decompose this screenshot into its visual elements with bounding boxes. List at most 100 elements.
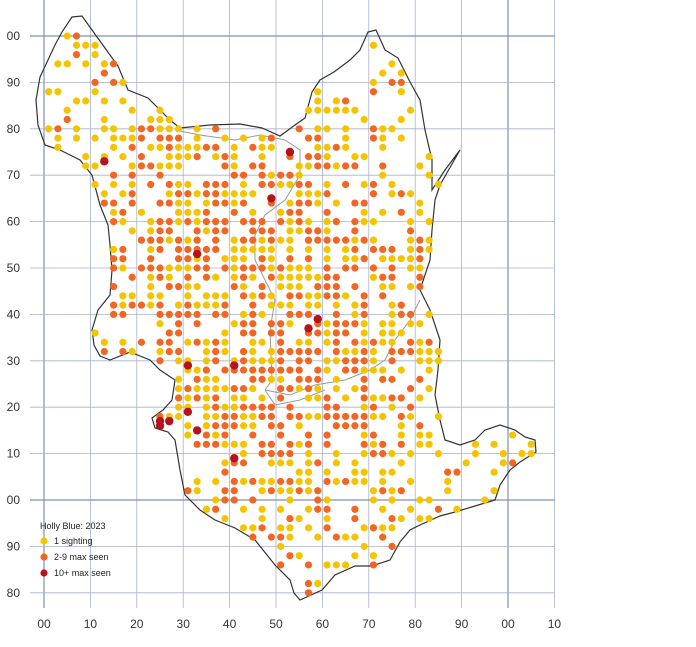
record-dot (202, 347, 210, 356)
record-dot-high (313, 314, 322, 324)
record-dot (267, 347, 275, 356)
record-dot (360, 422, 368, 430)
record-dot (286, 245, 294, 254)
record-dot (332, 162, 340, 170)
record-dot (212, 218, 220, 226)
record-dot (388, 468, 396, 476)
record-dot (202, 338, 210, 346)
record-dot (277, 329, 285, 337)
record-dot (332, 477, 340, 486)
record-dot (277, 477, 285, 486)
record-dot (249, 422, 257, 430)
record-dot (221, 403, 229, 411)
record-dot (332, 459, 340, 467)
legend-label-2: 2-9 max seen (54, 552, 109, 562)
record-dot (369, 552, 378, 560)
record-dot (277, 505, 285, 513)
record-dot (212, 403, 220, 411)
record-dot (434, 357, 442, 365)
record-dot (397, 208, 405, 216)
record-dot (453, 505, 461, 513)
record-dot (221, 514, 229, 523)
record-dot (202, 422, 210, 430)
record-dot (416, 320, 424, 328)
record-dot (277, 487, 285, 495)
record-dot (314, 533, 322, 541)
record-dot (239, 366, 248, 374)
record-dot (147, 125, 155, 133)
record-dot (388, 180, 396, 189)
record-dot (174, 282, 183, 291)
record-dot (360, 394, 368, 402)
record-dot (323, 524, 331, 532)
record-dot-high (230, 454, 239, 463)
record-dot-high (304, 324, 313, 333)
record-dot (406, 320, 415, 328)
record-dot (202, 375, 210, 383)
record-dot (249, 245, 257, 254)
record-dot (230, 236, 238, 244)
record-dot (239, 422, 248, 430)
record-dot (351, 153, 359, 161)
record-dot (128, 273, 136, 281)
record-dot (379, 245, 387, 254)
record-dot (212, 347, 220, 356)
record-dot (314, 282, 322, 291)
record-dot (286, 533, 294, 541)
record-dot (202, 264, 210, 272)
record-dot (425, 496, 433, 504)
record-dot (304, 394, 313, 402)
record-dot (156, 227, 164, 235)
record-dot (212, 199, 220, 207)
record-dot (184, 282, 192, 291)
record-dot (174, 264, 183, 272)
record-dot (406, 347, 415, 356)
record-dot (239, 524, 248, 532)
record-dot (239, 255, 248, 263)
record-dot (360, 115, 368, 124)
record-dot (156, 320, 164, 328)
record-dot (174, 320, 183, 328)
record-dot (462, 459, 470, 467)
record-dot (119, 153, 127, 161)
record-dot (267, 180, 275, 189)
record-dot (258, 134, 266, 142)
record-dot (267, 245, 275, 254)
record-dot (286, 412, 294, 421)
record-dot (360, 208, 368, 216)
record-dot (295, 310, 303, 318)
record-dot (323, 496, 331, 504)
record-dot (110, 245, 118, 254)
record-dot (221, 496, 229, 504)
record-dot (221, 301, 229, 309)
record-dot (416, 245, 424, 254)
record-dot (239, 477, 248, 486)
record-dot (193, 375, 201, 383)
x-tick-label: 10 (548, 617, 562, 631)
record-dot (323, 264, 331, 272)
record-dot (444, 468, 452, 476)
record-dot (342, 264, 350, 272)
x-tick-label: 50 (269, 617, 283, 631)
y-tick-label: 90 (7, 75, 21, 89)
record-dot (221, 329, 229, 337)
record-dot (119, 292, 127, 300)
record-dot (314, 366, 322, 374)
record-dot (332, 375, 340, 383)
record-dot (258, 450, 266, 458)
record-dot (165, 236, 173, 244)
record-dot (277, 301, 285, 309)
record-dot (165, 162, 173, 170)
record-dot (323, 292, 331, 300)
record-dot (332, 450, 340, 458)
record-dots (45, 32, 535, 597)
record-dot-high (183, 361, 193, 370)
record-dot (230, 208, 238, 216)
record-dot (239, 171, 248, 179)
record-dot (397, 459, 405, 467)
y-tick-label: 90 (7, 539, 21, 553)
record-dot (193, 282, 201, 291)
record-dot (258, 227, 266, 235)
record-dot (249, 236, 257, 244)
record-dot (332, 357, 340, 365)
